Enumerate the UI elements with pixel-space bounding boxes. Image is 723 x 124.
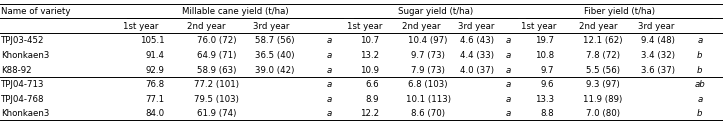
Text: 8.8: 8.8 xyxy=(540,109,554,118)
Text: 12.2: 12.2 xyxy=(360,109,379,118)
Text: 92.9: 92.9 xyxy=(146,65,165,75)
Text: 11.9 (89): 11.9 (89) xyxy=(583,95,623,104)
Text: TPJ03-452: TPJ03-452 xyxy=(1,36,45,45)
Text: a: a xyxy=(326,95,332,104)
Text: a: a xyxy=(505,109,511,118)
Text: Khonkaen3: Khonkaen3 xyxy=(1,51,50,60)
Text: b: b xyxy=(697,65,703,75)
Text: 8.9: 8.9 xyxy=(365,95,379,104)
Text: 6.6: 6.6 xyxy=(365,80,379,89)
Text: 4.0 (37): 4.0 (37) xyxy=(460,65,495,75)
Text: 1st year: 1st year xyxy=(348,22,382,31)
Text: 9.3 (97): 9.3 (97) xyxy=(586,80,620,89)
Text: a: a xyxy=(697,95,703,104)
Text: 1st year: 1st year xyxy=(521,22,556,31)
Text: a: a xyxy=(326,65,332,75)
Text: b: b xyxy=(697,109,703,118)
Text: 3.6 (37): 3.6 (37) xyxy=(641,65,675,75)
Text: 76.8: 76.8 xyxy=(146,80,165,89)
Text: a: a xyxy=(326,36,332,45)
Text: 79.5 (103): 79.5 (103) xyxy=(194,95,239,104)
Text: 1st year: 1st year xyxy=(124,22,158,31)
Text: 6.8 (103): 6.8 (103) xyxy=(408,80,448,89)
Text: 12.1 (62): 12.1 (62) xyxy=(583,36,623,45)
Text: 13.3: 13.3 xyxy=(535,95,554,104)
Text: a: a xyxy=(326,109,332,118)
Text: 39.0 (42): 39.0 (42) xyxy=(255,65,294,75)
Text: 5.5 (56): 5.5 (56) xyxy=(586,65,620,75)
Text: Millable cane yield (t/ha): Millable cane yield (t/ha) xyxy=(181,7,288,16)
Text: 2nd year: 2nd year xyxy=(187,22,226,31)
Text: 3rd year: 3rd year xyxy=(638,22,675,31)
Text: 10.8: 10.8 xyxy=(535,51,554,60)
Text: 7.0 (80): 7.0 (80) xyxy=(586,109,620,118)
Text: K88-92: K88-92 xyxy=(1,65,32,75)
Text: 10.1 (113): 10.1 (113) xyxy=(406,95,450,104)
Text: a: a xyxy=(326,51,332,60)
Text: a: a xyxy=(326,80,332,89)
Text: 9.6: 9.6 xyxy=(540,80,554,89)
Text: 10.4 (97): 10.4 (97) xyxy=(408,36,448,45)
Text: 77.2 (101): 77.2 (101) xyxy=(194,80,239,89)
Text: a: a xyxy=(697,36,703,45)
Text: Fiber yield (t/ha): Fiber yield (t/ha) xyxy=(583,7,655,16)
Text: 9.4 (48): 9.4 (48) xyxy=(641,36,675,45)
Text: a: a xyxy=(505,36,511,45)
Text: ab: ab xyxy=(695,80,705,89)
Text: a: a xyxy=(505,95,511,104)
Text: TPJ04-768: TPJ04-768 xyxy=(1,95,45,104)
Text: a: a xyxy=(505,80,511,89)
Text: 105.1: 105.1 xyxy=(140,36,165,45)
Text: 2nd year: 2nd year xyxy=(579,22,618,31)
Text: 8.6 (70): 8.6 (70) xyxy=(411,109,445,118)
Text: a: a xyxy=(505,51,511,60)
Text: 58.9 (63): 58.9 (63) xyxy=(197,65,236,75)
Text: 3.4 (32): 3.4 (32) xyxy=(641,51,675,60)
Text: 3rd year: 3rd year xyxy=(253,22,289,31)
Text: 84.0: 84.0 xyxy=(146,109,165,118)
Text: 4.6 (43): 4.6 (43) xyxy=(460,36,495,45)
Text: 10.7: 10.7 xyxy=(360,36,379,45)
Text: TPJ04-713: TPJ04-713 xyxy=(1,80,45,89)
Text: 7.9 (73): 7.9 (73) xyxy=(411,65,445,75)
Text: 91.4: 91.4 xyxy=(146,51,165,60)
Text: 7.8 (72): 7.8 (72) xyxy=(586,51,620,60)
Text: 3rd year: 3rd year xyxy=(458,22,494,31)
Text: 10.9: 10.9 xyxy=(360,65,379,75)
Text: 9.7 (73): 9.7 (73) xyxy=(411,51,445,60)
Text: 36.5 (40): 36.5 (40) xyxy=(255,51,294,60)
Text: b: b xyxy=(697,51,703,60)
Text: Sugar yield (t/ha): Sugar yield (t/ha) xyxy=(398,7,473,16)
Text: Name of variety: Name of variety xyxy=(1,7,71,16)
Text: Khonkaen3: Khonkaen3 xyxy=(1,109,50,118)
Text: 58.7 (56): 58.7 (56) xyxy=(255,36,294,45)
Text: 77.1: 77.1 xyxy=(146,95,165,104)
Text: 9.7: 9.7 xyxy=(540,65,554,75)
Text: 64.9 (71): 64.9 (71) xyxy=(197,51,236,60)
Text: 4.4 (33): 4.4 (33) xyxy=(460,51,495,60)
Text: 76.0 (72): 76.0 (72) xyxy=(197,36,236,45)
Text: 61.9 (74): 61.9 (74) xyxy=(197,109,236,118)
Text: a: a xyxy=(505,65,511,75)
Text: 13.2: 13.2 xyxy=(360,51,379,60)
Text: 2nd year: 2nd year xyxy=(402,22,441,31)
Text: 19.7: 19.7 xyxy=(535,36,554,45)
